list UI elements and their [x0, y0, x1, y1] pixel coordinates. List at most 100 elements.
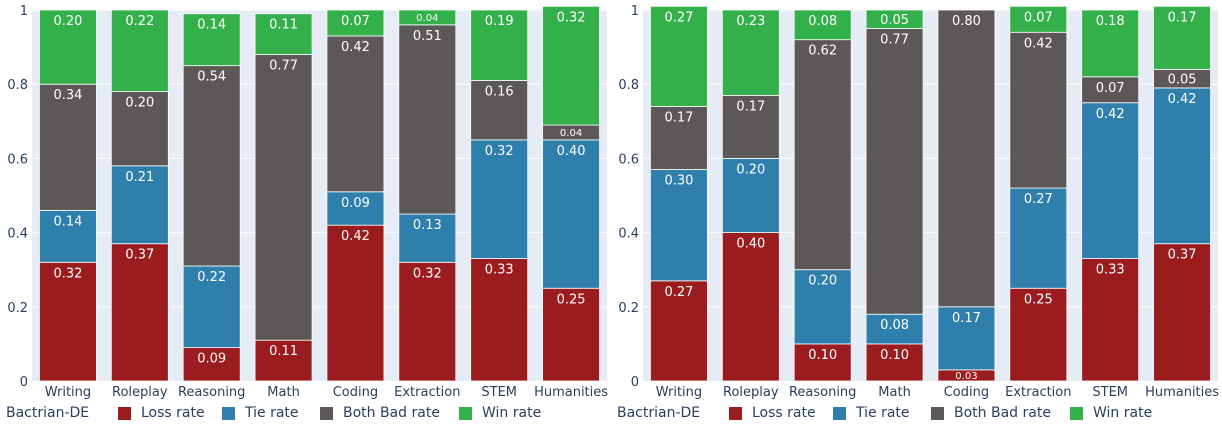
- legend-caption: Bactrian-DE: [6, 405, 90, 421]
- legend-item-both-bad-rate[interactable]: Both Bad rate: [320, 405, 440, 421]
- legend-item-loss-rate[interactable]: Loss rate: [118, 405, 205, 421]
- bar-segment-win-rate: [110, 9, 169, 93]
- bar-segment-win-rate: [721, 9, 780, 96]
- data-label: 0.10: [808, 348, 837, 363]
- bar-segment-both-bad-rate: [721, 94, 780, 159]
- data-label: 0.09: [341, 196, 370, 211]
- legend-swatch: [833, 406, 846, 420]
- data-label: 0.10: [880, 348, 909, 363]
- data-label: 0.27: [1024, 192, 1053, 207]
- data-label: 0.32: [557, 10, 586, 25]
- data-label: 0.08: [880, 318, 909, 333]
- bar-segment-win-rate: [326, 9, 385, 37]
- data-label: 0.51: [413, 29, 442, 44]
- data-label: 0.42: [1024, 36, 1053, 51]
- data-label: 0.54: [197, 70, 226, 85]
- data-label: 0.37: [1168, 248, 1197, 263]
- legend-label: Loss rate: [752, 405, 816, 421]
- x-tick-label: STEM: [481, 385, 517, 400]
- bar-segment-both-bad-rate: [937, 9, 996, 308]
- bar-segment-tie-rate: [110, 165, 169, 245]
- data-label: 0.21: [125, 170, 154, 185]
- legend-item-tie-rate[interactable]: Tie rate: [222, 405, 299, 421]
- bar-segment-loss-rate: [398, 261, 457, 382]
- bar-segment-win-rate: [793, 9, 852, 41]
- data-label: 0.20: [808, 274, 837, 289]
- data-label: 0.40: [557, 144, 586, 159]
- data-label: 0.27: [664, 285, 693, 300]
- bar-segment-win-rate: [865, 9, 924, 29]
- data-label: 0.04: [416, 13, 438, 24]
- y-tick-label: 0: [631, 375, 639, 390]
- y-tick-label: 0.2: [618, 301, 639, 316]
- y-tick-label: 1: [631, 4, 639, 19]
- data-label: 0.17: [664, 110, 693, 125]
- data-label: 0.30: [664, 174, 693, 189]
- data-label: 0.05: [1168, 72, 1197, 87]
- data-label: 0.14: [53, 214, 82, 229]
- chart-left: 0 0.2 0.4 0.6 0.8 1 0.32 0.14 0.34 0.20 Writing 0.3…: [7, 4, 608, 400]
- data-label: 0.17: [1168, 10, 1197, 25]
- legend-item-win-rate[interactable]: Win rate: [459, 405, 541, 421]
- bar-segment-both-bad-rate: [39, 83, 97, 211]
- y-tick-label: 0.8: [7, 78, 28, 93]
- bar-segment-both-bad-rate: [182, 65, 241, 267]
- legend-item-loss-rate[interactable]: Loss rate: [729, 405, 816, 421]
- data-label: 0.16: [485, 84, 514, 99]
- y-tick-label: 0.4: [618, 227, 639, 242]
- data-label: 0.04: [560, 128, 582, 139]
- x-tick-label: Reasoning: [789, 385, 856, 400]
- data-label: 0.17: [952, 311, 981, 326]
- data-label: 0.32: [53, 266, 82, 281]
- legend-swatch: [1070, 406, 1083, 420]
- data-label: 0.23: [736, 14, 765, 29]
- bar-segment-both-bad-rate: [1009, 31, 1068, 189]
- bar-segment-win-rate: [1081, 9, 1140, 78]
- x-tick-label: Coding: [944, 385, 989, 400]
- data-label: 0.11: [269, 18, 298, 33]
- data-label: 0.05: [880, 13, 909, 28]
- legend-swatch: [729, 406, 742, 420]
- data-label: 0.14: [197, 18, 226, 33]
- data-label: 0.32: [485, 144, 514, 159]
- bar-segment-tie-rate: [865, 313, 924, 345]
- data-label: 0.09: [197, 352, 226, 367]
- bar-segment-both-bad-rate: [865, 28, 924, 315]
- y-tick-label: 1: [20, 4, 28, 19]
- x-tick-label: Humanities: [1145, 385, 1219, 400]
- legend-label: Loss rate: [141, 405, 205, 421]
- legend-swatch: [459, 406, 472, 420]
- bar-segment-tie-rate: [182, 265, 241, 349]
- bar-segment-both-bad-rate: [793, 39, 852, 271]
- data-label: 0.22: [125, 14, 154, 29]
- bar-segment-loss-rate: [470, 258, 529, 382]
- data-label: 0.11: [269, 344, 298, 359]
- data-label: 0.07: [1096, 81, 1125, 96]
- data-label: 0.80: [952, 14, 981, 29]
- legend-label: Both Bad rate: [343, 405, 440, 421]
- data-label: 0.42: [1096, 107, 1125, 122]
- data-label: 0.77: [269, 59, 298, 74]
- data-label: 0.40: [736, 237, 765, 252]
- bar-segment-loss-rate: [39, 261, 97, 382]
- bar-segment-win-rate: [39, 9, 97, 85]
- legend-item-both-bad-rate[interactable]: Both Bad rate: [931, 405, 1051, 421]
- legend-item-win-rate[interactable]: Win rate: [1070, 405, 1152, 421]
- y-tick-label: 0.4: [7, 227, 28, 242]
- legend-left: Bactrian-DE Loss rate Tie rate Both Bad ra…: [0, 405, 611, 427]
- data-label: 0.18: [1096, 14, 1125, 29]
- data-label: 0.33: [1096, 263, 1125, 278]
- bar-segment-tie-rate: [650, 169, 708, 282]
- x-tick-label: Extraction: [1005, 385, 1071, 400]
- bar-segment-both-bad-rate: [326, 35, 385, 193]
- legend-item-tie-rate[interactable]: Tie rate: [833, 405, 910, 421]
- data-label: 0.33: [485, 263, 514, 278]
- bar-segment-loss-rate: [650, 280, 708, 382]
- data-label: 0.03: [955, 371, 977, 382]
- bar-segment-loss-rate: [793, 343, 852, 382]
- bar-segment-both-bad-rate: [398, 24, 457, 215]
- bar-segment-tie-rate: [1081, 102, 1140, 259]
- data-label: 0.20: [53, 14, 82, 29]
- data-label: 0.17: [736, 99, 765, 114]
- x-tick-label: Humanities: [534, 385, 608, 400]
